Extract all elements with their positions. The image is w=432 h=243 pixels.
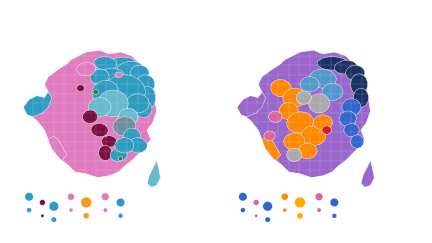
Ellipse shape xyxy=(130,65,149,80)
Ellipse shape xyxy=(115,72,122,78)
Circle shape xyxy=(238,192,247,201)
Circle shape xyxy=(281,193,288,200)
Ellipse shape xyxy=(283,88,306,107)
Ellipse shape xyxy=(94,57,117,70)
Circle shape xyxy=(25,192,33,201)
Circle shape xyxy=(40,200,45,205)
Ellipse shape xyxy=(308,94,330,113)
Ellipse shape xyxy=(102,136,117,147)
Ellipse shape xyxy=(310,69,336,88)
Ellipse shape xyxy=(128,138,147,153)
Ellipse shape xyxy=(92,80,119,104)
Circle shape xyxy=(116,198,125,207)
Ellipse shape xyxy=(344,123,359,137)
Circle shape xyxy=(83,213,89,219)
Ellipse shape xyxy=(98,90,128,117)
Circle shape xyxy=(41,214,44,217)
Ellipse shape xyxy=(88,98,111,117)
Circle shape xyxy=(254,214,258,217)
Ellipse shape xyxy=(90,69,109,84)
Ellipse shape xyxy=(113,117,136,136)
Ellipse shape xyxy=(110,148,127,162)
Polygon shape xyxy=(23,50,157,178)
Circle shape xyxy=(330,198,339,207)
Circle shape xyxy=(81,197,92,208)
Ellipse shape xyxy=(322,126,331,134)
Ellipse shape xyxy=(98,145,112,161)
Ellipse shape xyxy=(269,111,282,122)
Ellipse shape xyxy=(103,75,145,109)
Ellipse shape xyxy=(93,90,98,94)
Ellipse shape xyxy=(139,86,156,109)
Ellipse shape xyxy=(287,112,313,133)
Circle shape xyxy=(118,214,123,218)
Ellipse shape xyxy=(136,75,155,94)
Circle shape xyxy=(332,214,337,218)
Ellipse shape xyxy=(77,62,96,76)
Ellipse shape xyxy=(135,101,152,118)
Circle shape xyxy=(315,193,323,200)
Ellipse shape xyxy=(119,108,138,125)
Ellipse shape xyxy=(350,74,368,95)
Circle shape xyxy=(317,208,321,212)
Polygon shape xyxy=(23,92,52,117)
Ellipse shape xyxy=(300,77,319,92)
Ellipse shape xyxy=(117,61,143,77)
Ellipse shape xyxy=(115,138,134,153)
Ellipse shape xyxy=(126,94,149,113)
Ellipse shape xyxy=(118,157,123,161)
Ellipse shape xyxy=(346,65,365,80)
Polygon shape xyxy=(361,161,375,187)
Circle shape xyxy=(283,208,287,212)
Circle shape xyxy=(103,208,108,212)
Circle shape xyxy=(51,217,57,222)
Ellipse shape xyxy=(91,123,108,137)
Ellipse shape xyxy=(102,57,136,73)
Polygon shape xyxy=(147,161,161,187)
Ellipse shape xyxy=(298,143,317,159)
Polygon shape xyxy=(237,92,266,117)
Ellipse shape xyxy=(124,128,140,143)
Ellipse shape xyxy=(296,91,311,104)
Ellipse shape xyxy=(313,115,332,130)
Ellipse shape xyxy=(287,148,302,162)
Circle shape xyxy=(253,200,259,205)
Polygon shape xyxy=(262,136,281,161)
Ellipse shape xyxy=(77,85,84,92)
Ellipse shape xyxy=(342,99,361,116)
Polygon shape xyxy=(48,136,67,161)
Ellipse shape xyxy=(284,133,305,150)
Ellipse shape xyxy=(350,135,364,148)
Ellipse shape xyxy=(264,131,275,140)
Circle shape xyxy=(241,208,245,212)
Circle shape xyxy=(49,201,59,211)
Ellipse shape xyxy=(83,110,98,123)
Ellipse shape xyxy=(279,103,298,120)
Circle shape xyxy=(69,208,73,212)
Ellipse shape xyxy=(339,111,356,126)
Circle shape xyxy=(297,213,303,219)
Ellipse shape xyxy=(270,79,292,97)
Circle shape xyxy=(67,193,74,200)
Ellipse shape xyxy=(353,88,368,107)
Ellipse shape xyxy=(322,83,343,101)
Circle shape xyxy=(27,208,32,212)
Ellipse shape xyxy=(317,57,348,70)
Circle shape xyxy=(263,201,273,211)
Ellipse shape xyxy=(301,126,326,145)
Circle shape xyxy=(265,217,270,222)
Polygon shape xyxy=(237,50,371,178)
Circle shape xyxy=(102,193,109,200)
Circle shape xyxy=(295,197,305,208)
Ellipse shape xyxy=(334,61,357,74)
Ellipse shape xyxy=(100,68,126,89)
